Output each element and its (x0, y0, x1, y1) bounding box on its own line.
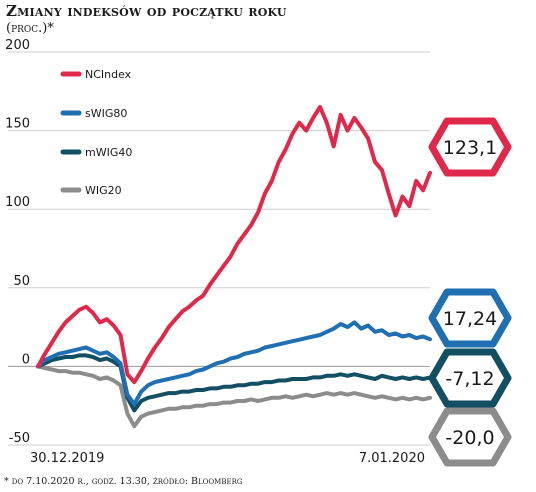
badge-value: 123,1 (443, 137, 497, 159)
series-lines (36, 105, 432, 429)
chart-subtitle: (proc.)* (6, 21, 54, 36)
x-axis-ticks: 30.12.2019 7.01.2020 (30, 451, 425, 466)
y-tick-label: 0 (22, 352, 30, 367)
end-value-badges: 123,1 17,24 -7,12 -20,0 (428, 117, 512, 467)
y-tick-label: 50 (13, 274, 30, 289)
series-line-ncindex (36, 105, 432, 385)
value-badge (428, 348, 512, 408)
x-tick-label: 7.01.2020 (359, 451, 425, 466)
legend-label: mWIG40 (85, 146, 132, 159)
value-badge (428, 288, 512, 348)
y-tick-label: -50 (9, 431, 30, 446)
series-line-wig20 (36, 364, 432, 429)
series-line-swig80 (36, 320, 432, 407)
x-tick-label: 30.12.2019 (30, 451, 104, 466)
grid (8, 51, 430, 446)
legend-label: WIG20 (85, 184, 122, 197)
line-chart: -50 0 50 100 150 200 NCIndex sWIG80 mWIG40 WIG20… (5, 38, 512, 467)
value-badge (428, 117, 512, 177)
y-tick-label: 200 (5, 38, 30, 53)
chart-title: Zmiany indeksów od początku roku (6, 2, 287, 20)
value-badge (428, 407, 512, 467)
legend: NCIndex sWIG80 mWIG40 WIG20 (60, 68, 132, 197)
y-tick-label: 150 (5, 117, 30, 132)
badge-value: -20,0 (445, 427, 494, 449)
badge-value: -7,12 (445, 368, 494, 390)
y-axis-ticks: -50 0 50 100 150 200 (5, 38, 30, 446)
badge-value: 17,24 (443, 308, 497, 330)
legend-label: NCIndex (85, 68, 132, 81)
footnote: * do 7.10.2020 r., godz. 13.30, źródło: … (4, 476, 243, 487)
series-line-mwig40 (36, 353, 432, 413)
legend-label: sWIG80 (85, 107, 127, 120)
y-tick-label: 100 (5, 195, 30, 210)
